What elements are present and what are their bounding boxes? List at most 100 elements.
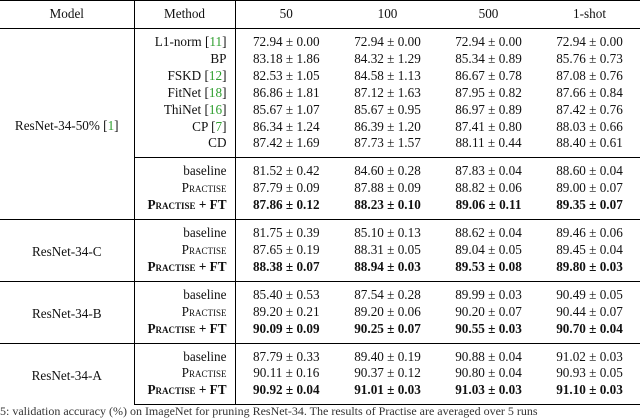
table-body: ResNet-34-50% [1] L1-norm [11] 72.94 ± 0.0…	[0, 27, 640, 406]
header-method: Method	[134, 0, 236, 29]
table-row: ResNet-34-A baseline 87.79 ± 0.33 89.40 ± 0…	[0, 342, 640, 405]
accuracy-cell: 72.94 ± 0.00	[235, 27, 337, 51]
accuracy-cell: 88.23 ± 0.10	[354, 197, 421, 213]
accuracy-cell: 86.34 ± 1.24	[252, 118, 320, 134]
accuracy-cell: 87.12 ± 1.63	[354, 84, 421, 100]
method-name: Practise	[181, 180, 227, 196]
table-header-row: Model Method 50 100 500 1-shot	[0, 0, 640, 29]
table-row: CD 87.42 ± 1.69 87.73 ± 1.57 88.11 ± 0.44 88…	[0, 135, 640, 158]
accuracy-cell: 72.94 ± 0.00	[539, 27, 640, 51]
table-row: Practise 90.11 ± 0.16 90.37 ± 0.12 90.80 ± …	[0, 365, 640, 383]
accuracy-cell: 86.97 ± 0.89	[455, 101, 522, 117]
table-row: ThiNet [16] 85.67 ± 1.07 85.67 ± 0.95 86.97…	[0, 101, 640, 119]
method-cell: Practise + FT	[134, 382, 236, 406]
method-cell: CP [7]	[134, 118, 236, 136]
accuracy-cell: 84.32 ± 1.29	[354, 50, 421, 66]
accuracy-cell: 87.42 ± 0.76	[556, 101, 623, 117]
method-name: FSKD	[167, 67, 202, 83]
accuracy-cell: 90.11 ± 0.16	[253, 365, 320, 381]
accuracy-cell: 87.79 ± 0.33	[235, 342, 337, 366]
accuracy-cell: 89.99 ± 0.03	[438, 280, 539, 304]
table-row: BP 83.18 ± 1.86 84.32 ± 1.29 85.34 ± 0.89 85…	[0, 50, 640, 68]
accuracy-cell: 81.52 ± 0.42	[235, 157, 337, 181]
accuracy-cell: 89.45 ± 0.04	[556, 241, 623, 257]
model-name-cell: ResNet-34-A	[0, 342, 135, 405]
accuracy-cell: 89.20 ± 0.21	[252, 303, 320, 319]
table-row: baseline 81.52 ± 0.42 84.60 ± 0.28 87.83 ± …	[0, 157, 640, 181]
accuracy-cell: 87.42 ± 1.69	[252, 135, 320, 151]
accuracy-cell: 87.73 ± 1.57	[354, 135, 421, 151]
accuracy-cell: 89.53 ± 0.08	[455, 258, 522, 274]
citation-link[interactable]: 1	[107, 118, 115, 134]
table-row: Practise + FT 90.09 ± 0.09 90.25 ± 0.07 90.…	[0, 320, 640, 343]
accuracy-cell: 90.93 ± 0.05	[556, 365, 623, 381]
citation-link[interactable]: 7	[215, 118, 223, 134]
accuracy-cell: 88.60 ± 0.04	[539, 157, 640, 181]
accuracy-cell: 89.46 ± 0.06	[539, 219, 640, 242]
accuracy-cell: 84.60 ± 0.28	[337, 157, 438, 181]
method-cell: baseline	[134, 157, 236, 181]
method-name: Practise + FT	[147, 382, 227, 398]
method-cell: BP	[134, 50, 236, 68]
header-50: 50	[235, 0, 337, 29]
accuracy-cell: 90.25 ± 0.07	[354, 320, 421, 336]
header-1-shot: 1-shot	[539, 0, 640, 29]
accuracy-cell: 86.39 ± 1.20	[354, 118, 421, 134]
accuracy-cell: 87.86 ± 0.12	[252, 197, 320, 213]
accuracy-cell: 81.75 ± 0.39	[235, 219, 337, 242]
table-row: Practise + FT 90.92 ± 0.04 91.01 ± 0.03 91.…	[0, 382, 640, 406]
method-name: CP	[192, 118, 208, 134]
header-500: 500	[438, 0, 539, 29]
table-row: Practise 87.79 ± 0.09 87.88 ± 0.09 88.82 ± …	[0, 180, 640, 198]
table-row: ResNet-34-B baseline 85.40 ± 0.53 87.54 ± 0…	[0, 280, 640, 343]
citation-link[interactable]: 18	[208, 84, 223, 100]
accuracy-cell: 89.20 ± 0.06	[354, 303, 421, 319]
accuracy-cell: 91.01 ± 0.03	[337, 382, 438, 406]
method-cell: CD	[134, 135, 236, 158]
accuracy-cell: 87.88 ± 0.09	[354, 180, 421, 196]
accuracy-cell: 90.20 ± 0.07	[455, 303, 522, 319]
model-name-cell: ResNet-34-C	[0, 219, 135, 282]
accuracy-cell: 85.76 ± 0.73	[556, 50, 623, 66]
accuracy-cell: 87.41 ± 0.80	[455, 118, 522, 134]
method-cell: baseline	[134, 342, 236, 366]
table-row: Practise + FT 88.38 ± 0.07 88.94 ± 0.03 89.…	[0, 258, 640, 282]
accuracy-cell: 85.40 ± 0.53	[235, 280, 337, 304]
citation-link[interactable]: 12	[208, 67, 223, 83]
method-name: Practise + FT	[147, 258, 227, 274]
method-cell: Practise	[134, 303, 236, 321]
accuracy-cell: 89.40 ± 0.19	[337, 342, 438, 366]
accuracy-cell: 89.06 ± 0.11	[455, 197, 522, 213]
method-cell: Practise	[134, 180, 236, 198]
accuracy-cell: 89.35 ± 0.07	[556, 197, 623, 213]
accuracy-cell: 88.82 ± 0.06	[455, 180, 522, 196]
method-name: baseline	[183, 286, 227, 302]
table-row: CP [7] 86.34 ± 1.24 86.39 ± 1.20 87.41 ± 0.…	[0, 118, 640, 136]
accuracy-cell: 84.58 ± 1.13	[354, 67, 421, 83]
accuracy-cell: 88.11 ± 0.44	[455, 135, 522, 151]
accuracy-cell: 85.10 ± 0.13	[337, 219, 438, 242]
header-model: Model	[0, 0, 135, 29]
accuracy-cell: 88.38 ± 0.07	[252, 258, 320, 274]
table-row: FSKD [12] 82.53 ± 1.05 84.58 ± 1.13 86.67 ±…	[0, 67, 640, 85]
method-name: Practise	[181, 365, 227, 381]
accuracy-cell: 88.31 ± 0.05	[354, 241, 421, 257]
accuracy-cell: 90.44 ± 0.07	[556, 303, 623, 319]
accuracy-cell: 90.88 ± 0.04	[438, 342, 539, 366]
method-name: Practise	[181, 303, 227, 319]
table-row: FitNet [18] 86.86 ± 1.81 87.12 ± 1.63 87.95…	[0, 84, 640, 102]
results-table: Model Method 50 100 500 1-shot ResNet-34…	[0, 0, 640, 406]
citation-link[interactable]: 16	[208, 101, 223, 117]
accuracy-cell: 88.40 ± 0.61	[556, 135, 623, 151]
method-name: L1-norm	[154, 34, 202, 49]
accuracy-cell: 82.53 ± 1.05	[252, 67, 320, 83]
accuracy-cell: 90.92 ± 0.04	[235, 382, 337, 406]
table-row: Practise + FT 87.86 ± 0.12 88.23 ± 0.10 89.…	[0, 197, 640, 220]
header-100: 100	[337, 0, 438, 29]
method-cell: Practise + FT	[134, 320, 236, 343]
citation-link[interactable]: 11	[209, 34, 223, 49]
accuracy-cell: 91.10 ± 0.03	[539, 382, 640, 406]
method-name: Practise + FT	[147, 320, 227, 336]
model-name: ResNet-34-50%	[14, 118, 100, 134]
accuracy-cell: 88.62 ± 0.04	[438, 219, 539, 242]
